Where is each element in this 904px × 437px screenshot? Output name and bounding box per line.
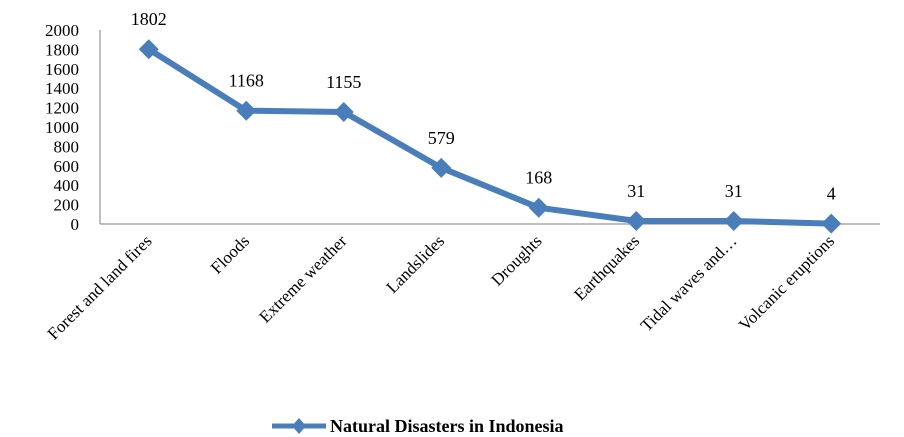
data-label: 168 (525, 168, 552, 188)
x-tick-label: Earthquakes (570, 231, 643, 304)
data-point-marker (723, 210, 744, 231)
data-label: 4 (827, 184, 836, 204)
x-tick-label: Extreme weather (255, 231, 350, 326)
data-labels: 1802 1168 1155 579 168 31 31 4 (131, 9, 836, 203)
y-tick-label: 200 (54, 196, 80, 215)
y-tick-label: 1000 (45, 118, 79, 137)
y-tick-label: 1400 (45, 79, 79, 98)
x-tick-label: Droughts (487, 231, 545, 289)
x-axis-ticks: Forest and land fires Floods Extreme weath… (44, 231, 838, 343)
data-label: 579 (428, 128, 455, 148)
x-tick-label: Forest and land fires (44, 231, 156, 343)
x-tick-label: Landslides (383, 231, 449, 297)
legend-label: Natural Disasters in Indonesia (330, 416, 564, 436)
legend: Natural Disasters in Indonesia (272, 416, 564, 436)
y-tick-label: 800 (54, 137, 80, 156)
data-point-marker (431, 157, 452, 178)
data-label: 31 (725, 181, 743, 201)
data-point-marker (138, 39, 159, 60)
y-tick-label: 0 (71, 215, 80, 234)
x-tick-label: Floods (207, 231, 253, 277)
data-point-marker (528, 197, 549, 218)
y-tick-label: 1600 (45, 60, 79, 79)
axes (99, 30, 880, 225)
series-group (138, 39, 842, 234)
data-label: 1155 (326, 72, 361, 92)
data-point-marker (236, 100, 257, 121)
y-tick-label: 2000 (45, 21, 79, 40)
data-point-marker (626, 210, 647, 231)
series-line (145, 46, 835, 227)
data-point-marker (821, 213, 842, 234)
data-label: 1802 (131, 9, 167, 29)
data-label: 1168 (229, 71, 264, 91)
y-tick-label: 400 (54, 176, 80, 195)
y-tick-label: 1800 (45, 40, 79, 59)
x-tick-label: Tidal waves and… (637, 231, 741, 335)
y-tick-label: 600 (54, 157, 80, 176)
y-tick-label: 1200 (45, 99, 79, 118)
data-label: 31 (627, 181, 645, 201)
x-tick-label: Volcanic eruptions (735, 231, 838, 334)
legend-marker-swatch (292, 418, 306, 434)
data-point-marker (333, 101, 354, 122)
